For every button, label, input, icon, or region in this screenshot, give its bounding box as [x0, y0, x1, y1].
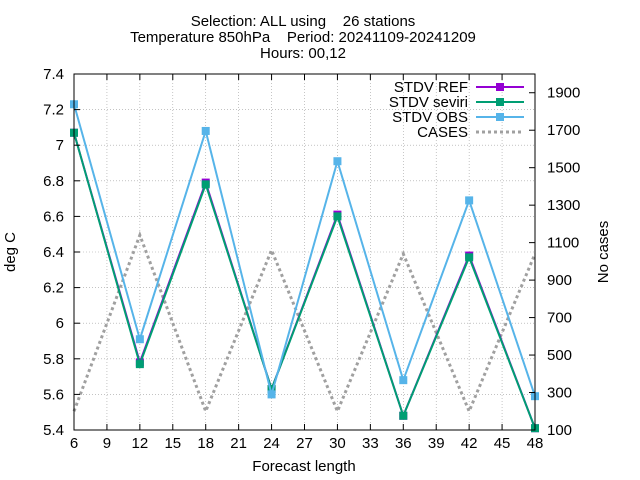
data-point-stdv-seviri	[399, 411, 408, 420]
y2-tick-label: 500	[547, 347, 572, 364]
data-point-stdv-obs	[399, 376, 408, 385]
y2-tick-label: 1300	[547, 197, 580, 214]
y-tick-label: 7.2	[43, 102, 64, 119]
y-tick-label: 6.2	[43, 280, 64, 297]
data-point-stdv-seviri	[135, 360, 144, 369]
x-tick-label: 27	[296, 435, 313, 452]
x-tick-label: 36	[395, 435, 412, 452]
legend-marker-stdv-obs	[496, 113, 504, 121]
title-line-2: Temperature 850hPa Period: 20241109-2024…	[130, 29, 476, 46]
legend-label-stdv-seviri: STDV seviri	[389, 94, 468, 111]
data-point-stdv-seviri	[465, 253, 474, 262]
x-tick-label: 42	[461, 435, 478, 452]
tick-labels: 6 9 12 15 18 21 24 27 30 33 36 39 42 45 48 5.4 5.6 5.8 6 6.…	[43, 66, 580, 452]
data-point-stdv-obs	[465, 196, 474, 205]
x-tick-label: 48	[527, 435, 544, 452]
data-point-stdv-seviri	[333, 212, 342, 221]
y-axis-label: deg C	[2, 232, 19, 272]
legend-label-stdv-obs: STDV OBS	[392, 109, 468, 126]
y2-tick-label: 1700	[547, 122, 580, 139]
legend-label-cases: CASES	[417, 124, 468, 141]
x-tick-label: 30	[329, 435, 346, 452]
x-tick-label: 21	[230, 435, 247, 452]
data-point-stdv-obs	[333, 157, 342, 166]
y-tick-label: 7.4	[43, 66, 64, 83]
legend-label-stdv-ref: STDV REF	[394, 79, 468, 96]
x-tick-label: 18	[197, 435, 214, 452]
y-tick-label: 6.4	[43, 244, 64, 261]
chart-title: Selection: ALL using 26 stations Tempera…	[130, 13, 476, 62]
y2-tick-label: 300	[547, 385, 572, 402]
y2-tick-label: 700	[547, 310, 572, 327]
y-tick-label: 6	[56, 315, 64, 332]
x-tick-label: 15	[164, 435, 181, 452]
legend-marker-stdv-ref	[496, 83, 504, 91]
axis-ticks	[73, 73, 536, 431]
y2-tick-label: 1100	[547, 235, 579, 252]
y-tick-label: 5.6	[43, 386, 64, 403]
y-tick-label: 6.8	[43, 173, 64, 190]
x-axis-label: Forecast length	[252, 458, 355, 475]
x-tick-label: 24	[263, 435, 280, 452]
x-tick-label: 45	[494, 435, 511, 452]
y2-axis-label: No cases	[595, 221, 612, 284]
y-tick-label: 7	[56, 137, 64, 154]
data-point-stdv-obs	[267, 390, 276, 399]
x-tick-label: 6	[70, 435, 78, 452]
y-tick-label: 5.8	[43, 351, 64, 368]
x-tick-label: 39	[428, 435, 445, 452]
y-tick-label: 6.6	[43, 208, 64, 225]
x-tick-label: 33	[362, 435, 379, 452]
series-line-cases	[72, 230, 537, 416]
title-line-3: Hours: 00,12	[260, 45, 346, 62]
data-point-stdv-seviri	[201, 180, 210, 189]
y2-tick-label: 900	[547, 272, 572, 289]
data-point-stdv-seviri	[267, 385, 276, 394]
data-point-stdv-obs	[135, 335, 144, 344]
series-line-stdv-obs	[73, 103, 536, 399]
data-point-stdv-obs	[201, 126, 210, 135]
y-tick-label: 5.4	[43, 422, 64, 439]
y2-tick-label: 100	[547, 422, 572, 439]
series-line-stdv-seviri	[73, 132, 536, 429]
x-tick-label: 12	[132, 435, 149, 452]
y2-tick-label: 1500	[547, 160, 580, 177]
y2-tick-label: 1900	[547, 85, 580, 102]
title-line-1: Selection: ALL using 26 stations	[191, 13, 416, 30]
legend-marker-stdv-seviri	[496, 98, 504, 106]
x-tick-label: 9	[103, 435, 111, 452]
